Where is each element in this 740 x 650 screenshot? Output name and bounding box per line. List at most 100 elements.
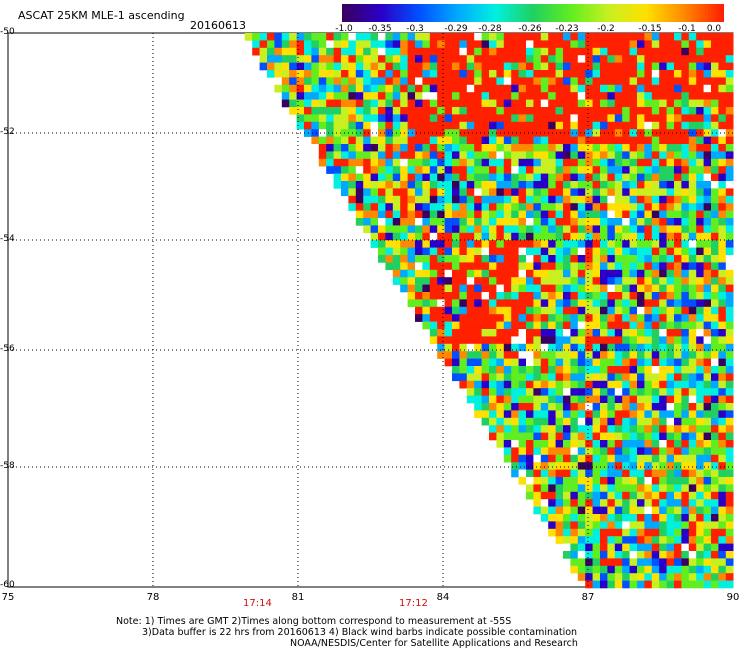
swath-cell: [651, 551, 660, 559]
swath-cell: [666, 440, 675, 448]
swath-cell: [459, 40, 468, 49]
swath-cell: [318, 40, 327, 49]
swath-cell: [592, 477, 601, 485]
swath-cell: [666, 195, 675, 204]
swath-cell: [637, 306, 645, 315]
swath-cell: [674, 181, 682, 189]
swath-cell: [637, 47, 645, 56]
swath-cell: [644, 262, 653, 271]
swath-cell: [363, 84, 371, 93]
swath-cell: [385, 99, 394, 108]
swath-cell: [725, 558, 734, 567]
swath-cell: [637, 514, 645, 522]
swath-cell: [407, 136, 416, 145]
swath-cell: [570, 499, 579, 507]
swath-cell: [607, 358, 616, 367]
swath-cell: [385, 84, 394, 93]
swath-cell: [274, 55, 283, 63]
swath-cell: [526, 47, 534, 56]
swath-cell: [496, 336, 505, 345]
swath-cell: [444, 240, 453, 248]
swath-cell: [511, 277, 519, 285]
colorbar-segment: [660, 4, 665, 22]
swath-cell: [355, 77, 364, 86]
swath-cell: [392, 262, 401, 271]
swath-cell: [326, 144, 334, 152]
swath-cell: [474, 306, 482, 315]
swath-cell: [392, 77, 401, 86]
colorbar-tick-label: 0.0: [706, 24, 722, 34]
swath-cell: [548, 403, 556, 411]
swath-cell: [518, 70, 527, 78]
swath-cell: [703, 240, 712, 248]
swath-cell: [585, 277, 593, 285]
swath-cell: [622, 195, 630, 204]
swath-cell: [489, 314, 497, 322]
swath-cell: [651, 188, 660, 197]
swath-cell: [688, 358, 697, 367]
swath-cell: [533, 292, 542, 300]
swath-cell: [318, 33, 327, 41]
swath-cell: [585, 558, 593, 567]
swath-cell: [496, 269, 505, 278]
swath-cell: [533, 40, 542, 49]
swath-cell: [496, 425, 505, 433]
swath-cell: [452, 240, 460, 248]
swath-cell: [711, 70, 719, 78]
swath-cell: [703, 551, 712, 559]
swath-cell: [489, 388, 497, 396]
swath-cell: [637, 269, 645, 278]
swath-cell: [725, 277, 734, 285]
swath-cell: [681, 299, 690, 308]
swath-cell: [725, 514, 734, 522]
swath-cell: [429, 292, 438, 300]
swath-cell: [459, 366, 468, 374]
swath-cell: [637, 440, 645, 448]
swath-cell: [629, 292, 638, 300]
swath-cell: [666, 551, 675, 559]
swath-cell: [629, 195, 638, 204]
swath-cell: [318, 151, 327, 160]
swath-cell: [474, 388, 482, 396]
swath-cell: [607, 247, 616, 256]
swath-cell: [533, 269, 542, 278]
swath-cell: [600, 33, 608, 41]
swath-cell: [570, 284, 579, 293]
swath-cell: [674, 462, 682, 470]
swath-cell: [400, 136, 408, 145]
swath-cell: [370, 144, 379, 152]
swath-cell: [725, 484, 734, 493]
swath-cell: [474, 144, 482, 152]
swath-cell: [437, 181, 445, 189]
swath-cell: [563, 454, 571, 463]
swath-cell: [629, 70, 638, 78]
swath-cell: [540, 210, 549, 219]
swath-cell: [607, 269, 616, 278]
swath-cell: [548, 380, 556, 389]
swath-cell: [585, 77, 593, 86]
swath-cell: [585, 232, 593, 241]
swath-cell: [570, 417, 579, 426]
swath-cell: [481, 203, 490, 211]
colorbar-segment: [469, 4, 474, 22]
swath-cell: [644, 491, 653, 500]
swath-cell: [681, 225, 690, 234]
swath-cell: [674, 210, 682, 219]
swath-cell: [511, 173, 519, 182]
swath-cell: [711, 262, 719, 271]
swath-cell: [304, 92, 312, 100]
swath-cell: [437, 195, 445, 204]
swath-cell: [474, 40, 482, 49]
swath-cell: [289, 47, 297, 56]
swath-cell: [696, 403, 704, 411]
swath-cell: [481, 388, 490, 396]
swath-cell: [711, 203, 719, 211]
colorbar-segment: [685, 4, 690, 22]
swath-cell: [696, 410, 704, 419]
swath-cell: [518, 218, 527, 226]
swath-cell: [378, 136, 386, 145]
swath-cell: [674, 351, 682, 359]
swath-cell: [585, 99, 593, 108]
swath-cell: [718, 321, 727, 330]
swath-cell: [548, 499, 556, 507]
